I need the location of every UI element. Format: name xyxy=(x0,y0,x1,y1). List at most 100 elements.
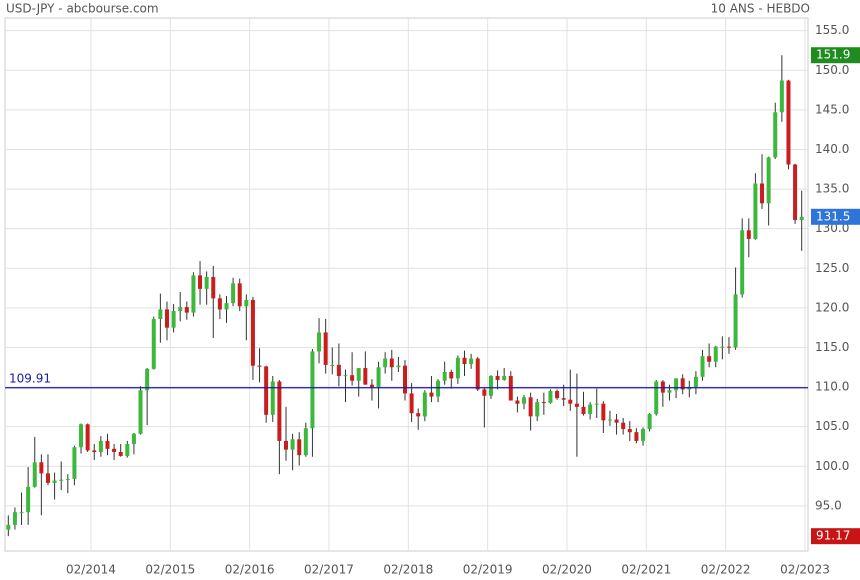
candle-body xyxy=(171,311,176,328)
candle-body xyxy=(178,307,183,312)
candle-body xyxy=(211,276,216,299)
price-badge xyxy=(811,208,860,225)
candle-body xyxy=(389,358,394,368)
candle-body xyxy=(330,364,335,366)
x-tick-label: 02/2021 xyxy=(621,563,671,577)
y-tick-label: 150.0 xyxy=(815,63,849,77)
x-tick-label: 02/2023 xyxy=(780,563,830,577)
candle-body xyxy=(303,428,308,456)
candle-body xyxy=(760,183,765,204)
candle-body xyxy=(376,367,381,388)
candle-body xyxy=(455,357,460,379)
candle-body xyxy=(204,276,209,289)
candle-body xyxy=(469,358,474,365)
x-tick-label: 02/2015 xyxy=(145,563,195,577)
candle-body xyxy=(700,356,705,377)
candle-body xyxy=(766,157,771,204)
candle-body xyxy=(667,390,672,393)
chart-title: USD-JPY - abcbourse.com xyxy=(6,2,159,16)
candle-body xyxy=(85,424,90,451)
y-tick-label: 145.0 xyxy=(815,102,849,116)
candle-body xyxy=(45,473,50,483)
plot-frame xyxy=(4,17,809,552)
candle-body xyxy=(588,404,593,414)
candle-body xyxy=(118,452,123,456)
candle-body xyxy=(151,318,156,369)
candle-body xyxy=(495,375,500,380)
candle-body xyxy=(482,389,487,396)
candle-body xyxy=(343,375,348,377)
candle-body xyxy=(363,368,368,385)
candle-body xyxy=(297,439,302,456)
candle-body xyxy=(125,444,130,456)
y-tick-label: 155.0 xyxy=(815,23,849,37)
y-tick-label: 135.0 xyxy=(815,182,849,196)
candle-body xyxy=(581,406,586,414)
candle-body xyxy=(535,402,540,417)
candle-body xyxy=(614,419,619,423)
candle-body xyxy=(561,398,566,400)
x-tick-label: 02/2022 xyxy=(701,563,751,577)
candle-body xyxy=(555,391,560,399)
candle-body xyxy=(12,512,17,525)
candle-body xyxy=(607,419,612,421)
reference-label: 109.91 xyxy=(9,371,51,385)
candle-body xyxy=(19,512,24,514)
candle-body xyxy=(403,365,407,394)
candle-body xyxy=(184,307,189,313)
candle-body xyxy=(726,346,731,348)
candle-body xyxy=(158,309,163,319)
candle-body xyxy=(746,230,751,239)
candle-body xyxy=(488,375,493,396)
candle-body xyxy=(462,357,467,365)
candle-body xyxy=(733,294,738,348)
candle-body xyxy=(79,424,84,448)
candle-body xyxy=(317,332,322,352)
candle-body xyxy=(224,303,229,310)
candle-body xyxy=(264,366,269,415)
candle-body xyxy=(323,332,328,365)
candle-body xyxy=(257,365,262,367)
x-tick-label: 02/2016 xyxy=(225,563,275,577)
candle-body xyxy=(231,283,236,304)
candle-body xyxy=(707,356,712,362)
candle-body xyxy=(641,429,646,441)
candle-body xyxy=(720,346,725,348)
candle-body xyxy=(217,298,222,310)
candle-body xyxy=(693,376,698,388)
candle-body xyxy=(647,413,652,430)
candle-body xyxy=(548,391,553,403)
candle-body xyxy=(32,462,37,487)
candle-body xyxy=(250,299,255,366)
y-tick-label: 95.0 xyxy=(815,498,842,512)
candle-body xyxy=(59,479,64,481)
candle-body xyxy=(92,450,97,453)
candle-body xyxy=(594,403,599,405)
candle-body xyxy=(528,397,533,417)
candle-body xyxy=(502,375,507,380)
candle-body xyxy=(634,432,639,441)
candle-body xyxy=(522,397,527,404)
x-tick-label: 02/2018 xyxy=(383,563,433,577)
x-tick-label: 02/2020 xyxy=(542,563,592,577)
candle-body xyxy=(568,399,573,404)
candle-body xyxy=(601,403,606,421)
candle-body xyxy=(191,275,196,313)
candle-body xyxy=(383,358,388,368)
candle-body xyxy=(541,402,546,404)
candle-body xyxy=(713,346,718,362)
candle-body xyxy=(680,378,685,390)
candle-body xyxy=(52,480,57,483)
y-tick-label: 110.0 xyxy=(815,380,849,394)
x-tick-label: 02/2014 xyxy=(66,563,116,577)
candle-body xyxy=(416,413,421,417)
y-tick-label: 125.0 xyxy=(815,261,849,275)
candle-body xyxy=(105,440,110,449)
candle-body xyxy=(369,384,374,388)
candle-body xyxy=(429,392,434,397)
candle-body xyxy=(436,380,441,397)
candle-body xyxy=(138,390,143,434)
candle-body xyxy=(442,372,447,381)
price-badge xyxy=(811,528,860,545)
